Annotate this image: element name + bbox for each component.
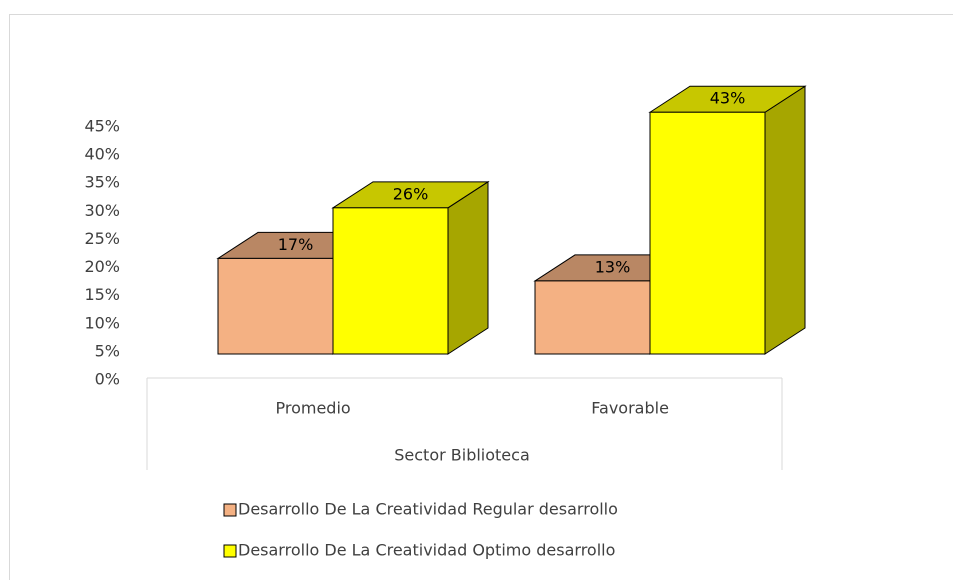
bar [649,111,766,355]
y-tick-label: 45% [84,117,120,136]
bar [332,207,449,355]
data-label: 17% [278,235,314,254]
y-tick-label: 20% [84,257,120,276]
data-label: 13% [595,257,631,276]
bar [217,257,334,355]
x-tick-label: Promedio [275,399,350,418]
y-tick-label: 30% [84,201,120,220]
legend-swatch [223,503,237,517]
bar [534,280,651,355]
legend-label: Desarrollo De La Creatividad Optimo desa… [238,541,615,560]
bar-side [764,85,806,355]
data-label: 43% [710,89,746,108]
y-tick-label: 15% [84,285,120,304]
x-tick-label: Favorable [591,399,669,418]
y-tick-label: 0% [95,370,120,389]
y-tick-label: 10% [84,313,120,332]
y-tick-label: 35% [84,173,120,192]
y-tick-label: 5% [95,341,120,360]
y-tick-label: 25% [84,229,120,248]
legend-label: Desarrollo De La Creatividad Regular des… [238,500,618,519]
group-label: Sector Biblioteca [394,446,530,465]
data-label: 26% [393,184,429,203]
legend-swatch [223,544,237,558]
bar-side [447,180,489,355]
y-tick-label: 40% [84,145,120,164]
chart-border [9,14,953,580]
